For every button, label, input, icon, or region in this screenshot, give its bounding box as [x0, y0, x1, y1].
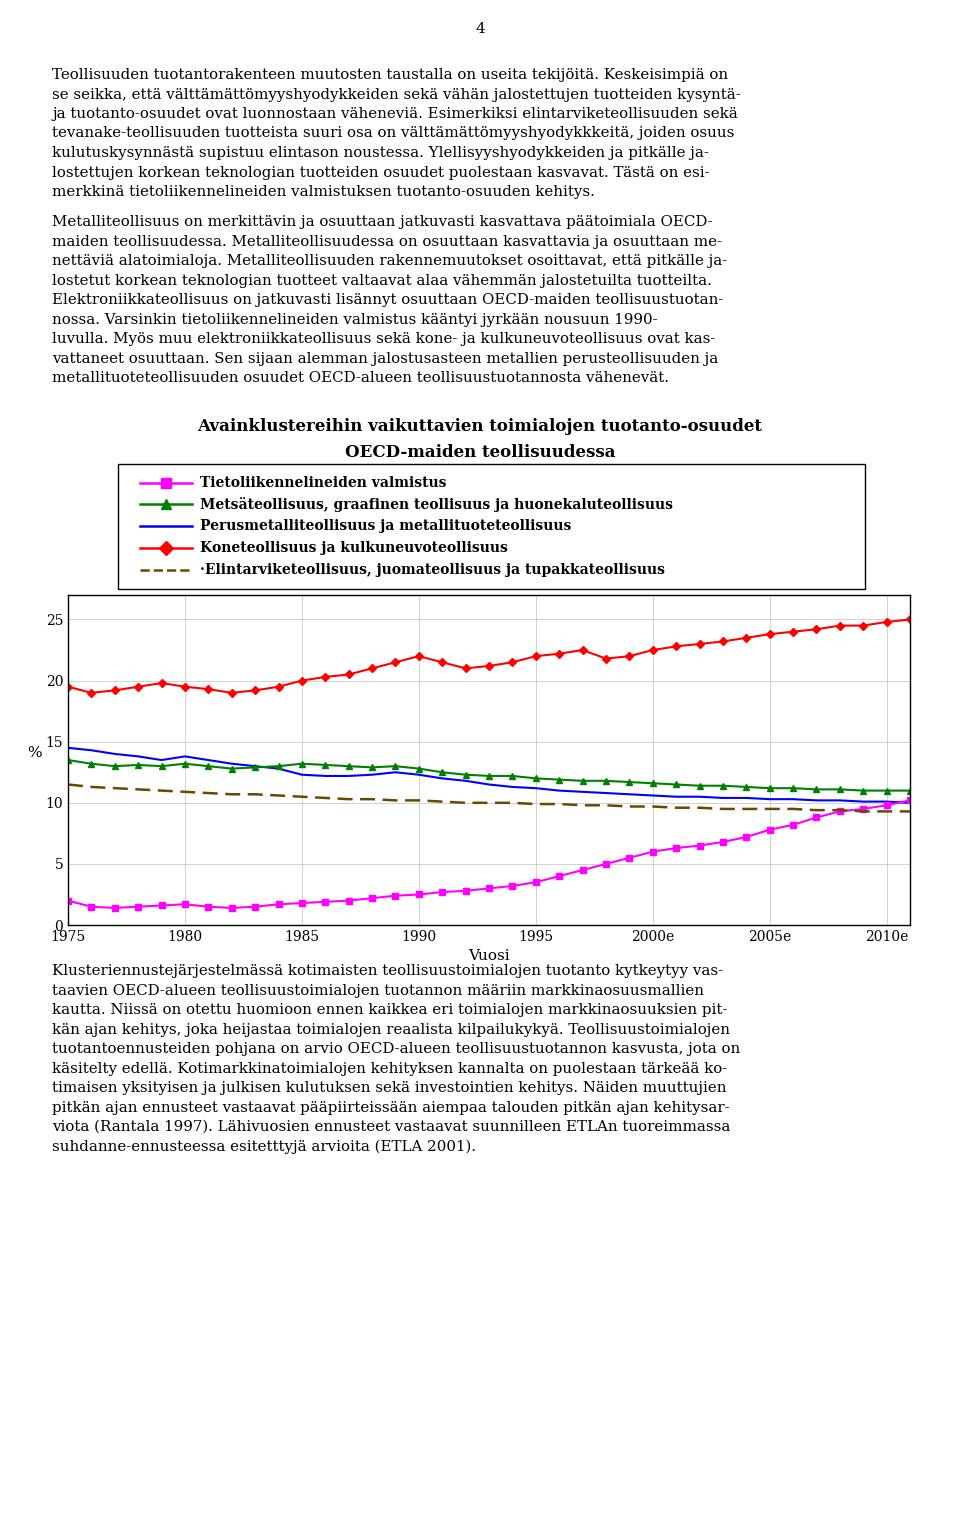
Text: suhdanne-ennusteessa esitetttyjä arvioita (ETLA 2001).: suhdanne-ennusteessa esitetttyjä arvioit… [52, 1139, 476, 1154]
Text: metallituoteteollisuuden osuudet OECD-alueen teollisuustuotannosta vähenevät.: metallituoteteollisuuden osuudet OECD-al… [52, 371, 669, 385]
Text: luvulla. Myös muu elektroniikkateollisuus sekä kone- ja kulkuneuvoteollisuus ova: luvulla. Myös muu elektroniikkateollisuu… [52, 332, 715, 347]
Text: taavien OECD-alueen teollisuustoimialojen tuotannon määriin markkinaosuusmallien: taavien OECD-alueen teollisuustoimialoje… [52, 984, 704, 998]
Text: maiden teollisuudessa. Metalliteollisuudessa on osuuttaan kasvattavia ja osuutta: maiden teollisuudessa. Metalliteollisuud… [52, 235, 722, 249]
Text: kulutuskysynnästä supistuu elintason noustessa. Ylellisyyshyodykkeiden ja pitkäl: kulutuskysynnästä supistuu elintason nou… [52, 146, 708, 160]
Text: 4: 4 [475, 21, 485, 35]
Text: kän ajan kehitys, joka heijastaa toimialojen reaalista kilpailukykyä. Teollisuus: kän ajan kehitys, joka heijastaa toimial… [52, 1022, 730, 1036]
Text: Metsäteollisuus, graafinen teollisuus ja huonekaluteollisuus: Metsäteollisuus, graafinen teollisuus ja… [200, 497, 673, 511]
Text: lostetut korkean teknologian tuotteet valtaavat alaa vähemmän jalostetuilta tuot: lostetut korkean teknologian tuotteet va… [52, 273, 712, 287]
Text: timaisen yksityisen ja julkisen kulutuksen sekä investointien kehitys. Näiden mu: timaisen yksityisen ja julkisen kulutuks… [52, 1081, 727, 1094]
Text: merkkinä tietoliikennelineiden valmistuksen tuotanto-osuuden kehitys.: merkkinä tietoliikennelineiden valmistuk… [52, 186, 595, 200]
Text: viota (Rantala 1997). Lähivuosien ennusteet vastaavat suunnilleen ETLAn tuoreimm: viota (Rantala 1997). Lähivuosien ennust… [52, 1121, 731, 1134]
Text: Tietoliikennelineiden valmistus: Tietoliikennelineiden valmistus [200, 476, 446, 490]
Text: pitkän ajan ennusteet vastaavat pääpiirteissään aiempaa talouden pitkän ajan keh: pitkän ajan ennusteet vastaavat pääpiirt… [52, 1101, 730, 1114]
Text: käsitelty edellä. Kotimarkkinatoimialojen kehityksen kannalta on puolestaan tärk: käsitelty edellä. Kotimarkkinatoimialoje… [52, 1062, 728, 1076]
Text: kautta. Niissä on otettu huomioon ennen kaikkea eri toimialojen markkinaosuuksie: kautta. Niissä on otettu huomioon ennen … [52, 1002, 728, 1018]
Text: Elektroniikkateollisuus on jatkuvasti lisännyt osuuttaan OECD-maiden teollisuust: Elektroniikkateollisuus on jatkuvasti li… [52, 293, 724, 307]
Text: tevanake-teollisuuden tuotteista suuri osa on välttämättömyyshyodykkkeitä, joide: tevanake-teollisuuden tuotteista suuri o… [52, 126, 734, 141]
Text: nossa. Varsinkin tietoliikennelineiden valmistus kääntyi jyrkään nousuun 1990-: nossa. Varsinkin tietoliikennelineiden v… [52, 313, 658, 327]
Text: tuotantoennusteiden pohjana on arvio OECD-alueen teollisuustuotannon kasvusta, j: tuotantoennusteiden pohjana on arvio OEC… [52, 1042, 740, 1056]
Bar [118, 464, 865, 589]
Text: Klusteriennustejärjestelmässä kotimaisten teollisuustoimialojen tuotanto kytkeyt: Klusteriennustejärjestelmässä kotimaiste… [52, 964, 723, 978]
Text: OECD-maiden teollisuudessa: OECD-maiden teollisuudessa [345, 444, 615, 462]
Text: vattaneet osuuttaan. Sen sijaan alemman jalostusasteen metallien perusteollisuud: vattaneet osuuttaan. Sen sijaan alemman … [52, 352, 718, 365]
Text: ja tuotanto-osuudet ovat luonnostaan väheneviä. Esimerkiksi elintarviketeollisuu: ja tuotanto-osuudet ovat luonnostaan väh… [52, 107, 737, 121]
Text: ·Elintarviketeollisuus, juomateollisuus ja tupakkateollisuus: ·Elintarviketeollisuus, juomateollisuus … [200, 563, 665, 577]
Text: lostettujen korkean teknologian tuotteiden osuudet puolestaan kasvavat. Tästä on: lostettujen korkean teknologian tuotteid… [52, 166, 709, 180]
Y-axis label: %: % [27, 746, 41, 760]
Text: Avainklustereihin vaikuttavien toimialojen tuotanto-osuudet: Avainklustereihin vaikuttavien toimialoj… [198, 418, 762, 434]
Text: se seikka, että välttämättömyyshyodykkeiden sekä vähän jalostettujen tuotteiden : se seikka, että välttämättömyyshyodykkei… [52, 87, 741, 101]
Text: nettäviä alatoimialoja. Metalliteollisuuden rakennemuutokset osoittavat, että pi: nettäviä alatoimialoja. Metalliteollisuu… [52, 255, 728, 269]
Text: Metalliteollisuus on merkittävin ja osuuttaan jatkuvasti kasvattava päätoimiala : Metalliteollisuus on merkittävin ja osuu… [52, 215, 712, 229]
X-axis label: Vuosi: Vuosi [468, 950, 510, 964]
Text: Koneteollisuus ja kulkuneuvoteollisuus: Koneteollisuus ja kulkuneuvoteollisuus [200, 542, 508, 556]
Text: Teollisuuden tuotantorakenteen muutosten taustalla on useita tekijöitä. Keskeisi: Teollisuuden tuotantorakenteen muutosten… [52, 68, 728, 81]
Text: Perusmetalliteollisuus ja metallituoteteollisuus: Perusmetalliteollisuus ja metallituotete… [200, 519, 571, 533]
